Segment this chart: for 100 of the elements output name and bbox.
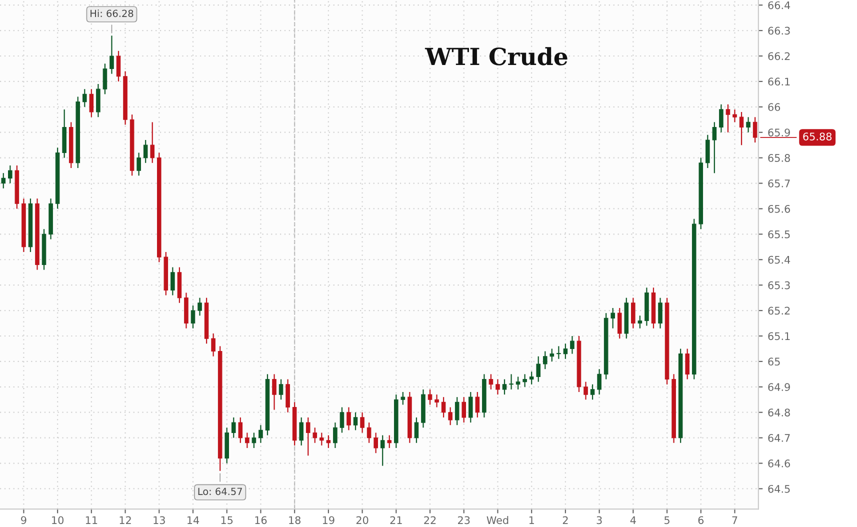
candlestick <box>590 384 595 400</box>
candlestick <box>346 406 351 431</box>
candlestick <box>320 432 324 446</box>
x-tick-label: 2 <box>562 516 568 524</box>
x-tick-label: 18 <box>289 516 300 524</box>
candlestick <box>617 307 622 340</box>
candlestick <box>638 315 642 329</box>
y-tick-label: 65 <box>768 358 780 366</box>
candlestick <box>306 416 310 456</box>
y-tick-label: 66.2 <box>768 52 790 60</box>
candlestick <box>434 394 439 408</box>
x-tick-label: 15 <box>221 516 233 524</box>
candlestick <box>570 335 574 354</box>
candlestick <box>231 416 236 438</box>
x-tick-label: 11 <box>86 516 98 524</box>
x-tick-label: Wed <box>486 516 508 524</box>
candlestick <box>360 412 364 434</box>
candlestick <box>542 350 548 370</box>
candlestick <box>1 172 6 189</box>
y-tick-label: 65.5 <box>768 230 790 238</box>
candlestick <box>116 50 121 82</box>
candlestick <box>746 116 750 133</box>
text: WTI Crude <box>424 47 568 66</box>
candlestick <box>272 374 276 410</box>
candlestick <box>299 416 304 446</box>
x-tick-label: 22 <box>424 516 436 524</box>
x-tick-label: 9 <box>21 516 26 524</box>
candlestick <box>732 108 737 123</box>
candlestick <box>739 111 744 146</box>
candlestick <box>726 104 730 133</box>
candlestick <box>143 139 148 164</box>
candlestick <box>712 122 717 174</box>
x-tick-label: 12 <box>120 516 131 524</box>
candlestick <box>366 422 372 444</box>
candlestick <box>496 378 500 396</box>
y-tick-label: 66.3 <box>768 26 790 35</box>
y-tick-label: 64.6 <box>768 459 790 468</box>
candlestick <box>752 116 758 144</box>
x-tick-label: 6 <box>698 516 704 524</box>
candlestick <box>353 412 358 431</box>
candlestick <box>556 346 561 360</box>
candlestick <box>719 104 724 133</box>
candlestick <box>387 434 392 449</box>
x-tick-label: 4 <box>630 516 636 524</box>
y-tick-label: 66.4 <box>768 1 790 10</box>
candlestick <box>245 432 250 449</box>
candlestick <box>502 378 507 396</box>
candlestick <box>448 406 452 426</box>
candlestick <box>211 332 216 357</box>
candlestick <box>550 348 554 362</box>
candlestick <box>8 164 12 184</box>
candlestick <box>706 134 710 169</box>
candlestick <box>258 424 263 444</box>
y-tick-label: 64.9 <box>768 383 790 392</box>
candlestick <box>380 434 385 466</box>
y-tick-label: 65.9 <box>768 128 790 136</box>
candlestick <box>89 88 94 118</box>
x-tick-label: 23 <box>458 516 470 524</box>
y-tick-label: 64.8 <box>768 408 790 416</box>
text: 65.88 <box>803 132 832 140</box>
x-tick-label: 21 <box>390 516 402 524</box>
candlestick <box>198 297 202 316</box>
x-tick-label: 7 <box>732 516 738 524</box>
candlestick <box>536 356 541 382</box>
candlestick <box>414 416 419 444</box>
candlestick <box>631 297 636 329</box>
candlestick <box>136 152 141 176</box>
candlestick <box>454 396 460 426</box>
x-tick-label: 13 <box>154 516 165 524</box>
candlestick <box>374 432 378 454</box>
candlestick <box>584 381 588 400</box>
x-tick-label: 20 <box>356 516 368 524</box>
y-tick-label: 65.2 <box>768 306 790 315</box>
x-tick-label: 19 <box>322 516 334 524</box>
candlestick <box>441 396 446 418</box>
candlestick <box>340 406 344 434</box>
candlestick <box>190 304 196 329</box>
candlestick <box>82 88 87 108</box>
y-tick-label: 65.8 <box>768 154 790 162</box>
candlestick <box>597 368 602 396</box>
candlestick <box>488 374 494 390</box>
y-tick-label: 65.3 <box>768 281 790 290</box>
y-tick-label: 65.1 <box>768 332 790 340</box>
candlestick <box>278 378 284 400</box>
candlestick <box>529 371 534 385</box>
candlestick <box>516 376 520 390</box>
candlestick <box>238 416 243 444</box>
x-tick-label: 3 <box>596 516 602 524</box>
candlestick <box>658 297 662 329</box>
x-tick-label: 16 <box>255 516 267 524</box>
candlestick <box>468 391 473 424</box>
candlestick <box>286 378 290 413</box>
candlestick <box>563 343 568 360</box>
y-tick-label: 66.1 <box>768 78 790 86</box>
candlestick <box>509 374 514 390</box>
candlestick <box>610 307 615 329</box>
candlestick <box>170 266 175 296</box>
candlestick <box>150 122 155 164</box>
annotation: Lo: 64.57 <box>198 488 242 496</box>
y-tick-label: 64.5 <box>768 484 790 493</box>
